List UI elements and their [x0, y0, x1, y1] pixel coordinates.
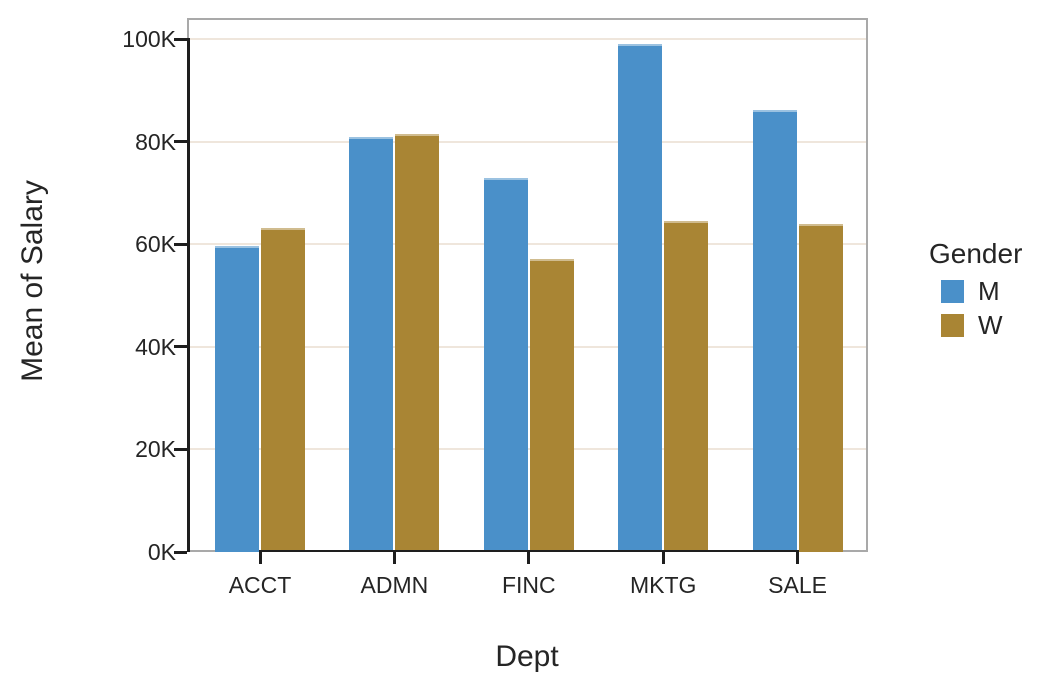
bar-m-admn — [349, 137, 394, 552]
x-axis-title: Dept — [495, 640, 559, 673]
x-axis-line — [258, 549, 800, 552]
x-tick-finc — [527, 552, 531, 564]
y-tick-60k — [174, 242, 187, 246]
bar-m-finc — [483, 178, 528, 552]
x-tick-label-mktg: MKTG — [629, 572, 697, 598]
x-tick-sale — [796, 552, 800, 564]
bar-m-acct — [215, 246, 259, 552]
plot-frame-top — [187, 18, 868, 20]
y-tick-label-40k: 40K — [135, 333, 176, 360]
gridline-100k — [189, 38, 866, 41]
legend-swatch-w — [941, 313, 964, 337]
bar-w-admn — [395, 134, 440, 552]
y-tick-100k — [174, 37, 187, 41]
y-tick-label-60k: 60K — [135, 231, 176, 258]
x-tick-label-sale: SALE — [768, 572, 827, 598]
legend-label-w: W — [978, 310, 1003, 340]
y-tick-40k — [174, 345, 187, 349]
legend-item-m: M — [941, 278, 1022, 304]
x-tick-label-admn: ADMN — [360, 572, 429, 598]
bar-m-sale — [752, 110, 797, 552]
legend-swatch-m — [941, 279, 964, 303]
y-tick-label-0k: 0K — [147, 539, 176, 565]
y-tick-20k — [174, 447, 187, 451]
x-tick-label-finc: FINC — [501, 572, 556, 598]
y-tick-label-80k: 80K — [135, 128, 176, 155]
bar-m-mktg — [618, 43, 663, 552]
bar-w-sale — [798, 223, 843, 552]
gridline-80k — [189, 140, 866, 143]
plot-frame-right — [866, 18, 868, 552]
y-tick-80k — [174, 140, 187, 144]
x-tick-acct — [258, 552, 262, 564]
bar-w-acct — [261, 228, 305, 552]
y-axis-title: Mean of Salary — [16, 180, 49, 382]
legend-label-m: M — [978, 276, 1000, 306]
bar-w-mktg — [664, 221, 709, 552]
legend-title: Gender — [929, 238, 1023, 269]
x-tick-label-acct: ACCT — [228, 572, 292, 598]
y-tick-label-100k: 100K — [122, 26, 176, 53]
y-axis-line — [187, 38, 190, 552]
plot-area — [174, 18, 868, 564]
x-tick-mktg — [661, 552, 665, 564]
y-tick-label-20k: 20K — [135, 436, 176, 463]
bar-w-finc — [529, 259, 574, 552]
y-tick-0k — [174, 550, 187, 554]
x-tick-admn — [392, 552, 396, 564]
legend-item-w: W — [941, 312, 1022, 338]
